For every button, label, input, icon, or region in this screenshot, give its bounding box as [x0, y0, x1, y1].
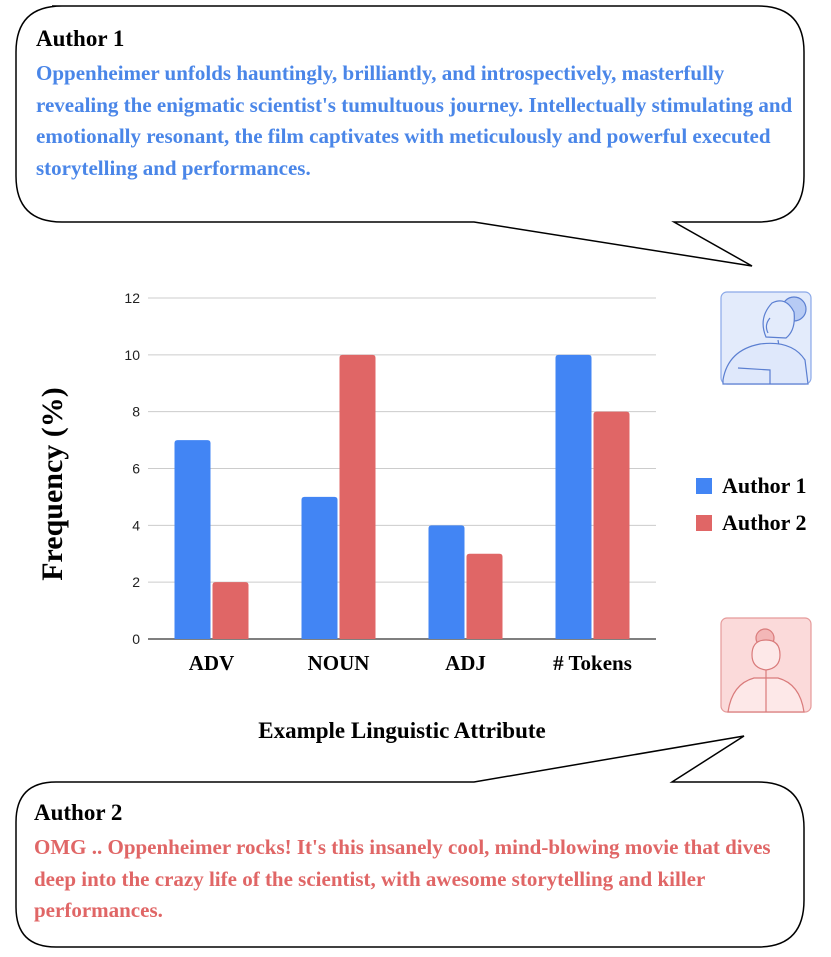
legend-swatch: [696, 478, 712, 494]
y-tick-label: 10: [124, 347, 140, 363]
bar-2: [339, 354, 376, 639]
x-tick-label: ADJ: [445, 651, 486, 675]
legend-label: Author 2: [722, 510, 807, 535]
bar-1: [301, 496, 338, 639]
y-axis-title: Frequency (%): [36, 387, 69, 581]
author1-speech-bubble: [15, 5, 805, 267]
author1-name: Author 1: [36, 26, 125, 51]
y-tick-label: 12: [124, 290, 140, 306]
y-tick-label: 2: [132, 574, 140, 590]
y-tick-label: 8: [132, 404, 140, 420]
bar-1: [428, 525, 465, 639]
y-tick-label: 4: [132, 517, 140, 533]
legend-swatch: [696, 515, 712, 531]
x-tick-label: NOUN: [308, 651, 370, 675]
legend-label: Author 1: [722, 473, 807, 498]
bar-1: [174, 440, 211, 639]
bar-1: [555, 354, 592, 639]
x-tick-label: # Tokens: [553, 651, 632, 675]
author2-avatar-icon: [720, 617, 812, 713]
author1-quote: Oppenheimer unfolds hauntingly, brillian…: [36, 61, 793, 180]
x-axis-title: Example Linguistic Attribute: [258, 718, 546, 743]
author1-bubble-text: Author 1 Oppenheimer unfolds hauntingly,…: [36, 26, 806, 184]
author1-avatar-icon: [720, 291, 812, 385]
author2-bubble-text: Author 2 OMG .. Oppenheimer rocks! It's …: [34, 800, 804, 927]
bar-2: [593, 411, 630, 639]
x-tick-label: ADV: [189, 651, 235, 675]
y-tick-label: 0: [132, 631, 140, 647]
author2-name: Author 2: [34, 800, 123, 825]
y-tick-label: 6: [132, 461, 140, 477]
bar-2: [466, 553, 503, 639]
author2-quote: OMG .. Oppenheimer rocks! It's this insa…: [34, 835, 771, 922]
bar-2: [212, 582, 249, 639]
author2-speech-bubble: [15, 735, 805, 948]
